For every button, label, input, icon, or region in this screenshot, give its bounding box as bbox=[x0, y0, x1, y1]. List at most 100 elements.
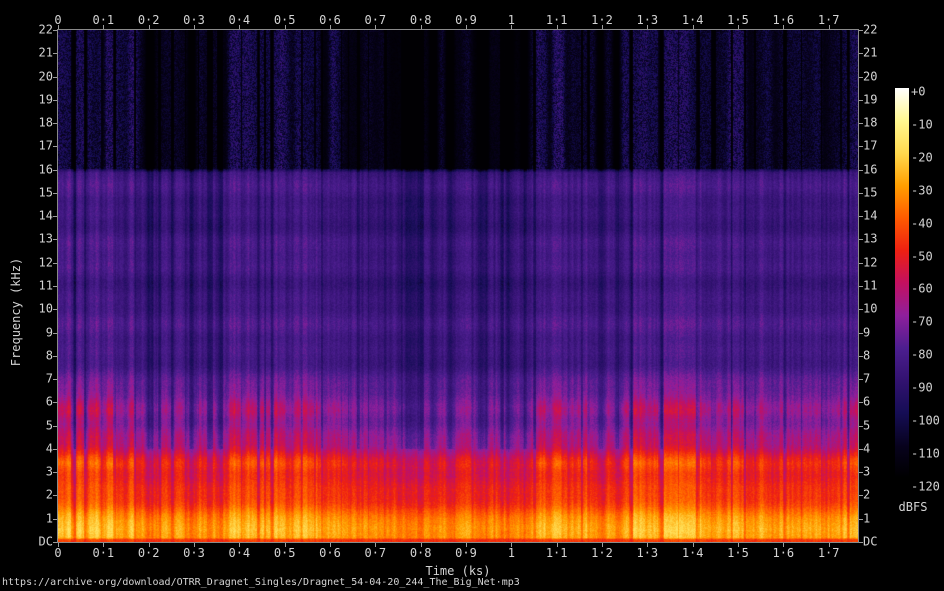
time-tick-label-bottom: 0·4 bbox=[228, 546, 251, 560]
tick-mark bbox=[859, 332, 863, 334]
time-tick-label-bottom: 0·6 bbox=[319, 546, 341, 560]
tick-mark bbox=[284, 25, 286, 29]
time-tick-label-top: 1·5 bbox=[727, 13, 749, 27]
tick-mark bbox=[783, 543, 785, 547]
freq-tick-label-left: 5 bbox=[45, 418, 53, 433]
level-tick-label: -80 bbox=[911, 347, 933, 362]
tick-mark bbox=[859, 286, 863, 287]
level-tick-label: -60 bbox=[911, 281, 933, 296]
time-tick-label-bottom: 1·1 bbox=[545, 546, 568, 560]
tick-mark bbox=[692, 25, 694, 29]
freq-tick-label-left: 19 bbox=[38, 92, 53, 107]
tick-mark bbox=[859, 379, 863, 381]
level-tick-label: +0 bbox=[911, 84, 926, 99]
freq-tick-label-left: DC bbox=[38, 534, 53, 549]
freq-tick-label-right: 12 bbox=[863, 255, 878, 270]
freq-tick-label-right: 11 bbox=[863, 278, 878, 293]
freq-tick-label-left: 2 bbox=[45, 487, 53, 502]
tick-mark bbox=[859, 448, 863, 450]
tick-mark bbox=[53, 192, 57, 194]
time-tick-label-top: 1·3 bbox=[636, 13, 659, 27]
freq-tick-label-right: 22 bbox=[863, 22, 878, 37]
tick-mark bbox=[53, 76, 57, 78]
tick-mark bbox=[53, 472, 57, 474]
tick-mark bbox=[859, 192, 863, 194]
time-tick-label-top: 0·5 bbox=[273, 13, 296, 27]
freq-tick-label-left: 21 bbox=[38, 45, 53, 60]
time-tick-label-bottom: 0·8 bbox=[409, 546, 432, 560]
tick-mark bbox=[58, 25, 59, 29]
tick-mark bbox=[193, 543, 195, 547]
level-tick-label: -70 bbox=[911, 314, 933, 329]
freq-tick-label-right: 3 bbox=[863, 464, 871, 479]
tick-mark bbox=[828, 25, 830, 29]
time-tick-label-bottom: 1·7 bbox=[817, 546, 840, 560]
tick-mark bbox=[53, 123, 57, 125]
tick-mark bbox=[647, 543, 649, 547]
tick-mark bbox=[53, 332, 57, 334]
tick-mark bbox=[737, 25, 739, 29]
time-tick-label-top: 1·6 bbox=[772, 13, 795, 27]
freq-tick-label-left: 9 bbox=[45, 325, 53, 340]
freq-tick-label-right: 1 bbox=[863, 511, 871, 526]
tick-mark bbox=[239, 543, 241, 547]
tick-mark bbox=[53, 169, 57, 171]
time-tick-label-bottom: 1·4 bbox=[681, 546, 704, 560]
time-tick-label-top: 0·2 bbox=[137, 13, 160, 27]
time-tick-label-bottom: 0·3 bbox=[183, 546, 205, 560]
tick-mark bbox=[329, 543, 331, 547]
tick-mark bbox=[859, 402, 863, 404]
tick-mark bbox=[284, 543, 286, 547]
level-tick-label: -10 bbox=[911, 117, 933, 132]
tick-mark bbox=[53, 542, 57, 543]
tick-mark bbox=[737, 543, 739, 547]
level-tick-label: -110 bbox=[911, 446, 940, 461]
tick-mark bbox=[783, 25, 785, 29]
level-tick-label: -30 bbox=[911, 183, 933, 198]
tick-mark bbox=[148, 25, 150, 29]
time-tick-label-top: 1·7 bbox=[817, 13, 840, 27]
freq-tick-label-left: 13 bbox=[38, 231, 53, 246]
freq-tick-label-left: 14 bbox=[38, 208, 53, 223]
freq-tick-label-right: 20 bbox=[863, 69, 878, 84]
tick-mark bbox=[53, 99, 57, 101]
time-tick-label-top: 0 bbox=[54, 13, 62, 27]
tick-mark bbox=[859, 169, 863, 171]
time-tick-label-bottom: 1·5 bbox=[727, 546, 749, 560]
time-tick-label-bottom: 1·2 bbox=[591, 546, 613, 560]
time-tick-label-bottom: 0 bbox=[54, 546, 62, 560]
time-tick-label-top: 0·7 bbox=[364, 13, 387, 27]
freq-tick-label-right: 2 bbox=[863, 487, 871, 502]
tick-mark bbox=[53, 53, 57, 55]
time-tick-label-top: 0·8 bbox=[409, 13, 432, 27]
time-tick-label-top: 0·3 bbox=[183, 13, 205, 27]
tick-mark bbox=[859, 425, 863, 427]
tick-mark bbox=[556, 25, 558, 29]
freq-tick-label-right: 14 bbox=[863, 208, 878, 223]
time-tick-label-top: 0·1 bbox=[92, 13, 115, 27]
freq-tick-label-right: 17 bbox=[863, 138, 878, 153]
tick-mark bbox=[53, 146, 57, 148]
freq-tick-label-left: 3 bbox=[45, 464, 53, 479]
freq-tick-label-right: 13 bbox=[863, 231, 878, 246]
tick-mark bbox=[53, 448, 57, 450]
freq-tick-label-right: 6 bbox=[863, 394, 871, 409]
freq-tick-label-left: 8 bbox=[45, 348, 53, 363]
freq-tick-label-left: 7 bbox=[45, 371, 53, 386]
tick-mark bbox=[647, 25, 649, 29]
freq-tick-label-left: 22 bbox=[38, 22, 53, 37]
freq-tick-label-right: 16 bbox=[863, 162, 878, 177]
tick-mark bbox=[53, 355, 57, 357]
tick-mark bbox=[53, 495, 57, 497]
time-tick-label-top: 1·4 bbox=[681, 13, 704, 27]
tick-mark bbox=[859, 239, 863, 241]
time-tick-label-bottom: 0·7 bbox=[364, 546, 387, 560]
tick-mark bbox=[58, 543, 59, 547]
tick-mark bbox=[601, 543, 603, 547]
tick-mark bbox=[53, 518, 57, 520]
freq-tick-label-right: 9 bbox=[863, 325, 871, 340]
tick-mark bbox=[859, 99, 863, 101]
time-axis-title: Time (ks) bbox=[425, 564, 491, 578]
time-tick-label-top: 1·2 bbox=[591, 13, 613, 27]
